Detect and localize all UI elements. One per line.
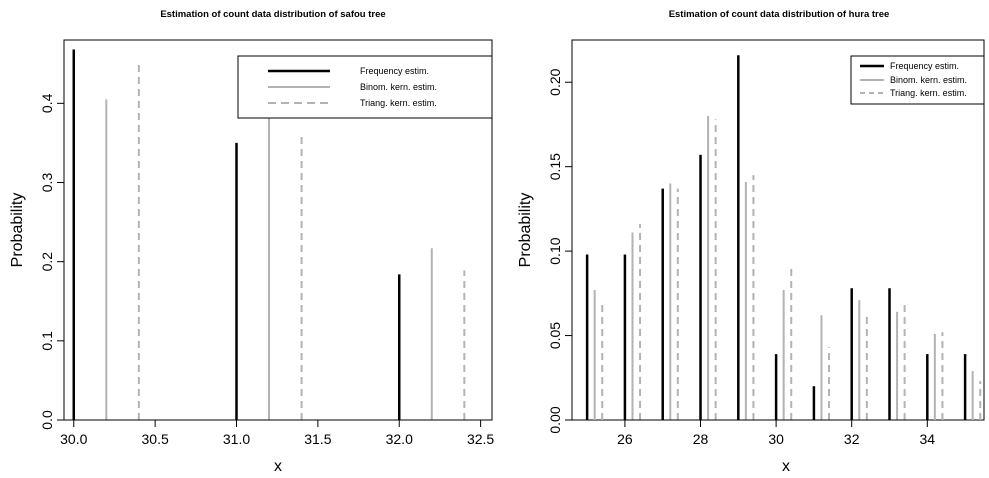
x-tick-label: 32.5 [467,431,494,447]
x-axis: 30.0 30.5 31.0 31.5 32.0 32.5 [60,419,494,447]
chart-hura-tree: Estimation of count data distribution of… [517,9,985,475]
x-tick-label: 32 [844,431,860,447]
y-axis: 0.00 0.05 0.10 0.15 0.20 [547,68,573,434]
y-axis-label: Probability [517,193,534,268]
legend: Frequency estim. Binom. kern. estim. Tri… [850,55,985,105]
y-axis-label: Probability [9,193,26,268]
legend-label-triangular: Triang. kern. estim. [360,98,437,108]
x-tick-label: 26 [617,431,633,447]
x-tick-label: 32.0 [386,431,413,447]
x-tick-label: 31.5 [304,431,331,447]
legend-label-binomial: Binom. kern. estim. [890,75,967,85]
x-axis-label: x [782,458,790,475]
x-tick-label: 30 [768,431,784,447]
y-tick-label: 0.20 [547,68,563,95]
y-tick-label: 0.2 [39,252,55,272]
legend-label-triangular: Triang. kern. estim. [890,88,967,98]
legend: Frequency estim. Binom. kern. estim. Tri… [237,55,493,119]
chart-title: Estimation of count data distribution of… [669,9,890,20]
y-tick-label: 0.00 [547,406,563,433]
x-tick-label: 31.0 [223,431,250,447]
x-axis-label: x [274,458,282,475]
y-tick-label: 0.0 [39,410,55,430]
y-tick-label: 0.4 [39,93,55,113]
chart-title: Estimation of count data distribution of… [160,9,385,20]
legend-label-frequency: Frequency estim. [890,61,959,71]
x-tick-label: 28 [693,431,709,447]
legend-label-binomial: Binom. kern. estim. [360,82,437,92]
y-tick-label: 0.3 [39,173,55,193]
y-tick-label: 0.10 [547,237,563,264]
chart-safou-tree: Estimation of count data distribution of… [9,9,494,475]
y-axis: 0.0 0.1 0.2 0.3 0.4 [39,93,65,430]
y-tick-label: 0.1 [39,331,55,351]
x-tick-label: 34 [920,431,936,447]
y-tick-label: 0.05 [547,322,563,349]
legend-label-frequency: Frequency estim. [360,66,429,76]
bars [585,55,982,420]
bars [72,49,466,420]
x-tick-label: 30.5 [142,431,169,447]
y-tick-label: 0.15 [547,153,563,180]
x-axis: 26 28 30 32 34 [617,419,936,447]
x-tick-label: 30.0 [60,431,87,447]
